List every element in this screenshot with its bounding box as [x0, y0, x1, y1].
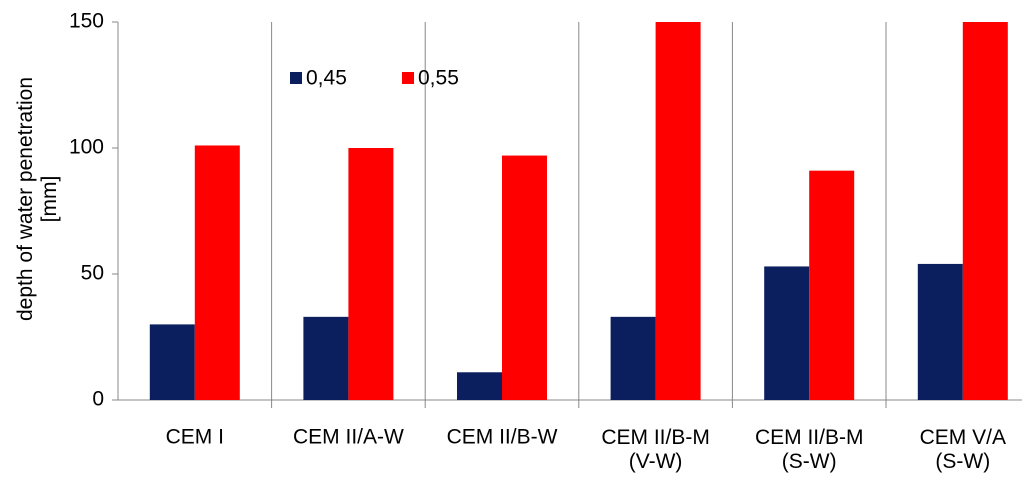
bar	[764, 266, 810, 400]
x-tick-label: CEM II/B-W	[447, 426, 558, 449]
x-tick-label: CEM V/A (S-W)	[920, 426, 1006, 473]
y-tick-label: 100	[69, 136, 104, 159]
bar	[655, 22, 701, 400]
y-tick-label: 50	[81, 262, 104, 285]
bar	[194, 145, 240, 400]
bar	[348, 148, 394, 400]
legend-label: 0,45	[306, 67, 347, 90]
x-tick-label: CEM II/B-M (V-W)	[601, 426, 710, 473]
y-tick-label: 150	[69, 10, 104, 33]
bar	[502, 155, 547, 400]
bar	[917, 263, 963, 400]
bar	[809, 170, 855, 400]
legend-swatch	[290, 72, 302, 84]
legend-label: 0,55	[418, 67, 459, 90]
bar	[149, 324, 195, 400]
bar	[610, 316, 656, 400]
legend-swatch	[402, 72, 414, 84]
bar	[303, 316, 349, 400]
y-axis-label: depth of water penetration[mm]	[14, 77, 61, 321]
y-tick-label: 0	[92, 388, 104, 411]
x-tick-label: CEM II/A-W	[293, 426, 404, 449]
bar	[962, 22, 1008, 400]
x-tick-label: CEM II/B-M (S-W)	[755, 426, 864, 473]
x-tick-label: CEM I	[166, 426, 224, 449]
bar	[457, 372, 502, 400]
